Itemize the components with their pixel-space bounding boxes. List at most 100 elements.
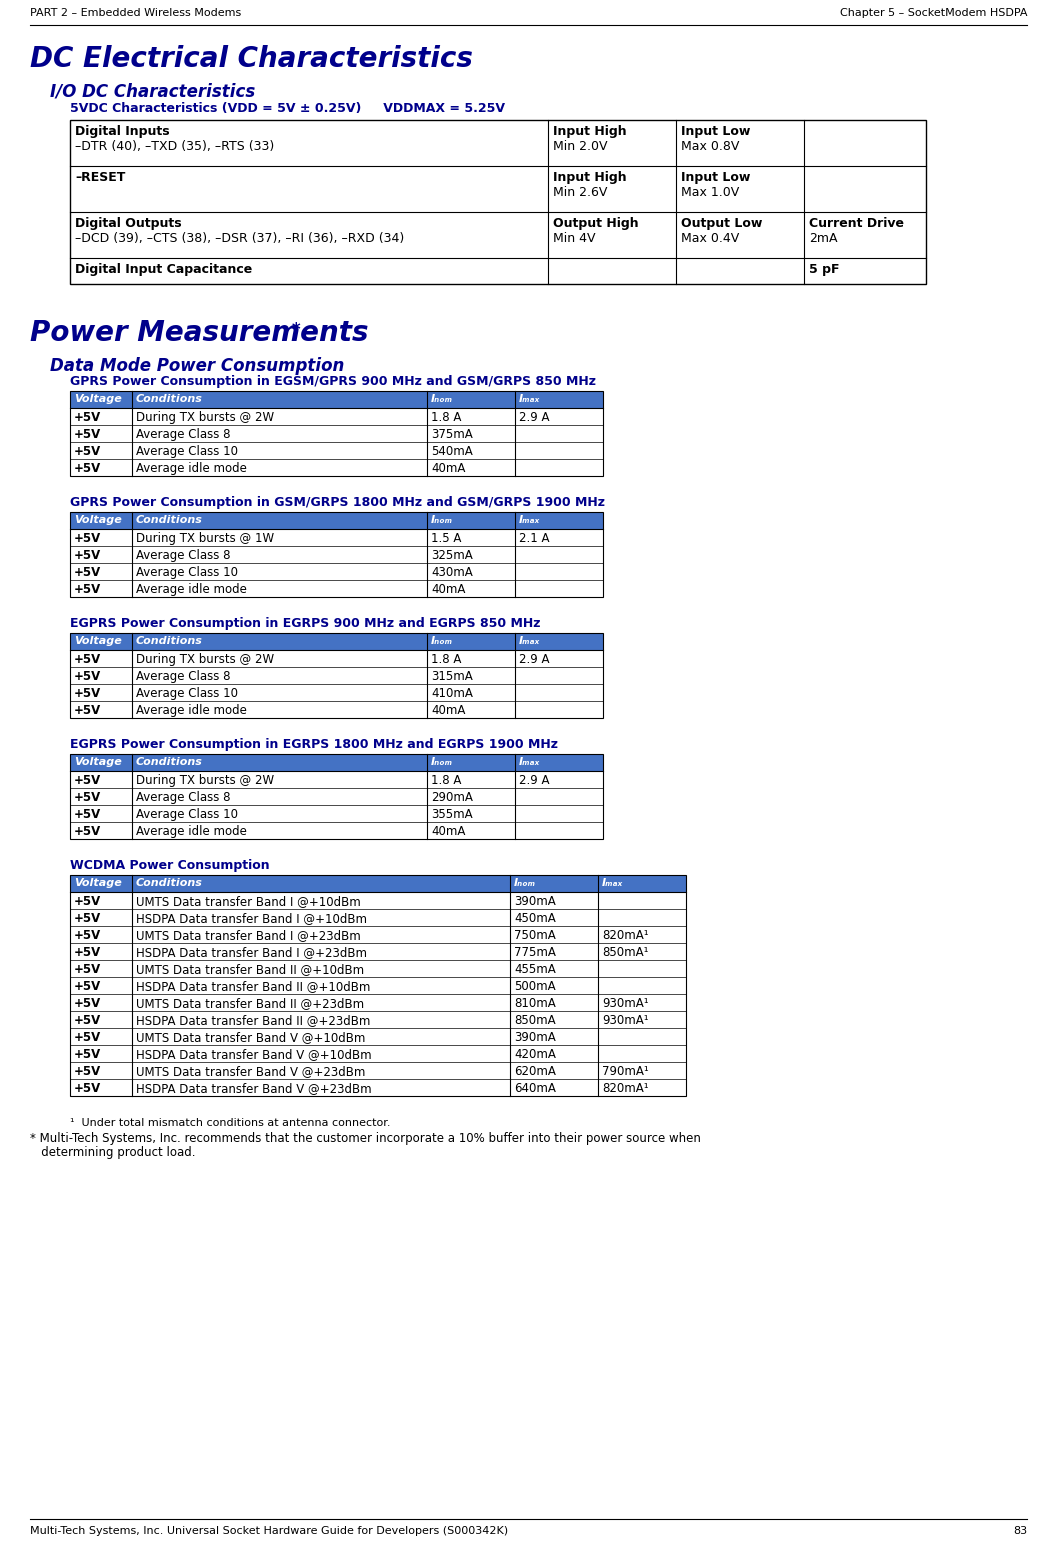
Text: Average Class 10: Average Class 10 — [136, 445, 238, 458]
Text: * Multi-Tech Systems, Inc. recommends that the customer incorporate a 10% buffer: * Multi-Tech Systems, Inc. recommends th… — [30, 1133, 701, 1145]
Text: +5V: +5V — [74, 653, 101, 666]
Text: 850mA¹: 850mA¹ — [602, 946, 649, 959]
Text: –DCD (39), –CTS (38), –DSR (37), –RI (36), –RXD (34): –DCD (39), –CTS (38), –DSR (37), –RI (36… — [75, 233, 404, 245]
Text: 820mA¹: 820mA¹ — [602, 1082, 649, 1096]
Text: Conditions: Conditions — [136, 878, 203, 888]
Text: +5V: +5V — [74, 670, 101, 683]
Text: 355mA: 355mA — [431, 807, 472, 821]
Text: 450mA: 450mA — [514, 912, 556, 925]
Text: DC Electrical Characteristics: DC Electrical Characteristics — [30, 45, 472, 72]
Text: Average Class 10: Average Class 10 — [136, 566, 238, 579]
Text: –DTR (40), –TXD (35), –RTS (33): –DTR (40), –TXD (35), –RTS (33) — [75, 140, 274, 153]
Text: During TX bursts @ 2W: During TX bursts @ 2W — [136, 411, 274, 424]
Text: +5V: +5V — [74, 824, 101, 838]
Bar — [70, 391, 602, 408]
Text: UMTS Data transfer Band I @+23dBm: UMTS Data transfer Band I @+23dBm — [136, 929, 360, 942]
Text: 1.8 A: 1.8 A — [431, 411, 461, 424]
Text: +5V: +5V — [74, 582, 101, 596]
Text: ¹  Under total mismatch conditions at antenna connector.: ¹ Under total mismatch conditions at ant… — [70, 1119, 390, 1128]
Text: Iₙₒₘ: Iₙₒₘ — [431, 515, 453, 525]
Text: Iₙₒₘ: Iₙₒₘ — [431, 636, 453, 646]
Text: +5V: +5V — [74, 1048, 101, 1062]
Text: 83: 83 — [1013, 1526, 1027, 1536]
Text: Average Class 10: Average Class 10 — [136, 687, 238, 700]
Text: Average idle mode: Average idle mode — [136, 462, 247, 475]
Text: Voltage: Voltage — [74, 757, 122, 767]
Text: +5V: +5V — [74, 549, 101, 562]
Text: +5V: +5V — [74, 411, 101, 424]
Text: 2.9 A: 2.9 A — [519, 774, 550, 787]
Bar — [70, 633, 602, 718]
Text: Iₙₒₘ: Iₙₒₘ — [431, 394, 453, 404]
Text: 390mA: 390mA — [514, 895, 556, 908]
Text: 390mA: 390mA — [514, 1031, 556, 1043]
Text: 40mA: 40mA — [431, 582, 465, 596]
Text: Average Class 8: Average Class 8 — [136, 549, 230, 562]
Bar — [70, 391, 602, 476]
Text: Conditions: Conditions — [136, 515, 203, 525]
Text: Voltage: Voltage — [74, 878, 122, 888]
Bar — [70, 120, 926, 284]
Text: +5V: +5V — [74, 895, 101, 908]
Text: Min 2.6V: Min 2.6V — [553, 186, 608, 199]
Text: Conditions: Conditions — [136, 394, 203, 404]
Text: During TX bursts @ 2W: During TX bursts @ 2W — [136, 653, 274, 666]
Text: Input Low: Input Low — [681, 171, 750, 183]
Text: During TX bursts @ 1W: During TX bursts @ 1W — [136, 532, 274, 546]
Text: +5V: +5V — [74, 912, 101, 925]
Text: Min 2.0V: Min 2.0V — [553, 140, 608, 153]
Text: +5V: +5V — [74, 1065, 101, 1079]
Text: 2mA: 2mA — [809, 233, 837, 245]
Text: Current Drive: Current Drive — [809, 217, 904, 230]
Text: +5V: +5V — [74, 532, 101, 546]
Text: HSDPA Data transfer Band V @+23dBm: HSDPA Data transfer Band V @+23dBm — [136, 1082, 372, 1096]
Text: +5V: +5V — [74, 445, 101, 458]
Text: UMTS Data transfer Band V @+23dBm: UMTS Data transfer Band V @+23dBm — [136, 1065, 366, 1079]
Text: 420mA: 420mA — [514, 1048, 556, 1062]
Text: UMTS Data transfer Band II @+23dBm: UMTS Data transfer Band II @+23dBm — [136, 997, 364, 1009]
Bar — [70, 875, 686, 892]
Text: Input High: Input High — [553, 125, 627, 139]
Bar — [70, 512, 602, 529]
Text: Input Low: Input Low — [681, 125, 750, 139]
Text: +5V: +5V — [74, 566, 101, 579]
Text: Input High: Input High — [553, 171, 627, 183]
Text: 5 pF: 5 pF — [809, 264, 839, 276]
Text: *: * — [292, 321, 300, 339]
Text: EGPRS Power Consumption in EGRPS 1800 MHz and EGRPS 1900 MHz: EGPRS Power Consumption in EGRPS 1800 MH… — [70, 738, 558, 750]
Text: HSDPA Data transfer Band II @+10dBm: HSDPA Data transfer Band II @+10dBm — [136, 980, 370, 992]
Text: Average Class 8: Average Class 8 — [136, 791, 230, 804]
Text: Iₘₐₓ: Iₘₐₓ — [519, 636, 540, 646]
Text: Max 0.4V: Max 0.4V — [681, 233, 739, 245]
Text: Iₘₐₓ: Iₘₐₓ — [519, 515, 540, 525]
Text: +5V: +5V — [74, 997, 101, 1009]
Text: 40mA: 40mA — [431, 462, 465, 475]
Text: 620mA: 620mA — [514, 1065, 556, 1079]
Text: 930mA¹: 930mA¹ — [602, 997, 649, 1009]
Text: Max 0.8V: Max 0.8V — [681, 140, 740, 153]
Text: Voltage: Voltage — [74, 515, 122, 525]
Text: 540mA: 540mA — [431, 445, 472, 458]
Text: 1.8 A: 1.8 A — [431, 774, 461, 787]
Text: Voltage: Voltage — [74, 394, 122, 404]
Text: 2.9 A: 2.9 A — [519, 411, 550, 424]
Text: Average idle mode: Average idle mode — [136, 582, 247, 596]
Text: Data Mode Power Consumption: Data Mode Power Consumption — [50, 358, 345, 374]
Text: 40mA: 40mA — [431, 704, 465, 717]
Text: 750mA: 750mA — [514, 929, 556, 942]
Text: During TX bursts @ 2W: During TX bursts @ 2W — [136, 774, 274, 787]
Text: 930mA¹: 930mA¹ — [602, 1014, 649, 1026]
Text: Chapter 5 – SocketModem HSDPA: Chapter 5 – SocketModem HSDPA — [839, 8, 1027, 18]
Bar — [70, 633, 602, 650]
Text: 790mA¹: 790mA¹ — [602, 1065, 649, 1079]
Text: Max 1.0V: Max 1.0V — [681, 186, 739, 199]
Text: Iₘₐₓ: Iₘₐₓ — [519, 394, 540, 404]
Text: +5V: +5V — [74, 963, 101, 975]
Text: +5V: +5V — [74, 428, 101, 441]
Text: Average idle mode: Average idle mode — [136, 824, 247, 838]
Text: Iₘₐₓ: Iₘₐₓ — [602, 878, 624, 888]
Text: Iₙₒₘ: Iₙₒₘ — [431, 757, 453, 767]
Text: determining product load.: determining product load. — [30, 1147, 196, 1159]
Text: 850mA: 850mA — [514, 1014, 556, 1026]
Text: 455mA: 455mA — [514, 963, 556, 975]
